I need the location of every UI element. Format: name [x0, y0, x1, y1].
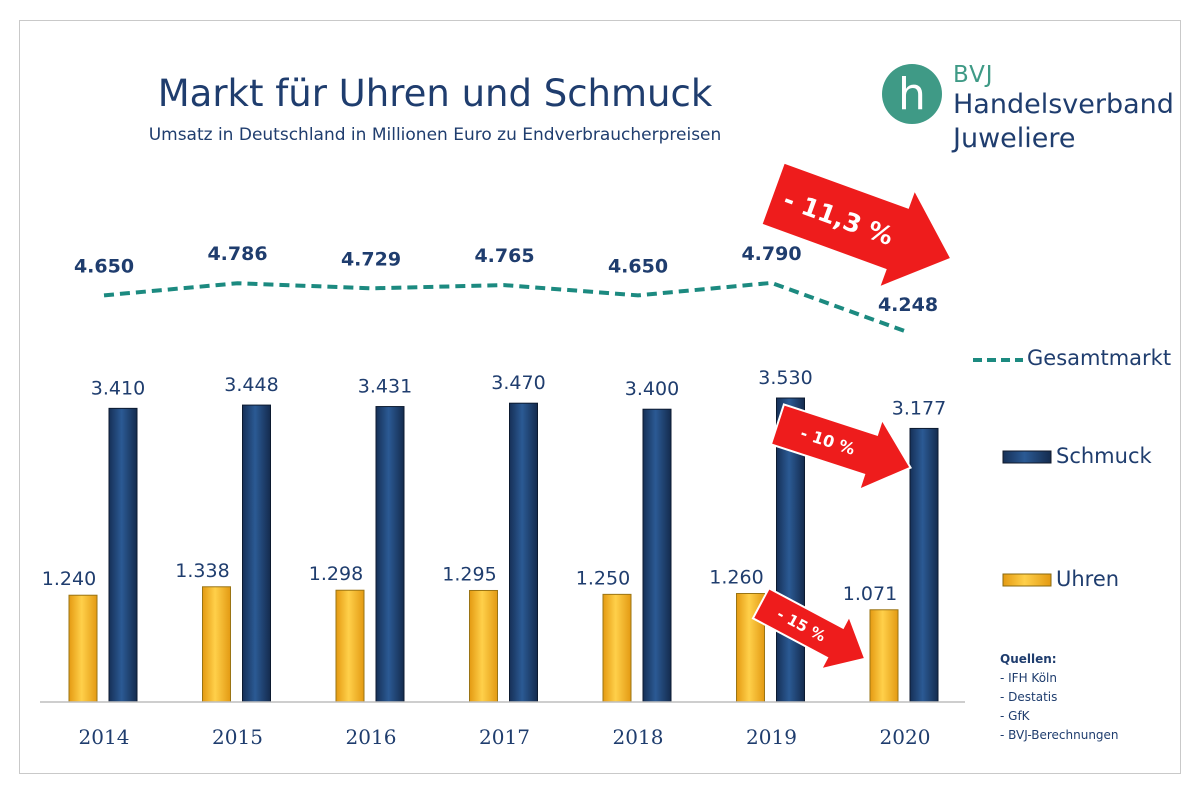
bvj-logo-text: BVJ Handelsverband Juweliere [953, 62, 1174, 156]
label-gesamt-2019: 4.790 [741, 243, 801, 265]
x-tick-2019: 2019 [746, 725, 797, 749]
label-gesamt-2020: 4.248 [878, 294, 938, 316]
legend-uhren-swatch [1002, 573, 1052, 587]
chart-subtitle: Umsatz in Deutschland in Millionen Euro … [148, 125, 722, 145]
bar-uhren-2016 [335, 589, 365, 703]
label-gesamt-2017: 4.765 [474, 245, 534, 267]
logo-letter: h [898, 69, 926, 120]
label-uhren-2017: 1.295 [442, 563, 496, 585]
callout-uhren-arrow-shape [751, 586, 867, 671]
label-schmuck-2020: 3.177 [892, 397, 946, 419]
label-schmuck-2019: 3.530 [758, 367, 812, 389]
bar-schmuck-2016 [375, 406, 405, 703]
callout-gesamt-arrow: - 11,3 % [760, 161, 953, 290]
logo-line-handelsverband: Handelsverband [953, 89, 1174, 120]
bar-uhren-2017 [469, 589, 498, 703]
source-item: - GfK [1000, 709, 1030, 723]
sources-list: Quellen: - IFH Köln - Destatis - GfK - B… [1000, 650, 1119, 745]
logo-abbr: BVJ [953, 62, 994, 88]
label-gesamt-2016: 4.729 [341, 248, 401, 270]
bar-uhren-2014 [68, 594, 98, 703]
bar-schmuck-2014 [108, 407, 138, 703]
bar-uhren-2018 [602, 593, 632, 703]
callout-schmuck-arrow-shape [769, 403, 913, 492]
label-schmuck-2018: 3.400 [625, 378, 679, 400]
logo-line-juweliere: Juweliere [953, 123, 1076, 154]
bar-schmuck-2015 [242, 404, 271, 703]
bar-uhren-2015 [202, 586, 231, 703]
label-schmuck-2014: 3.410 [91, 377, 145, 399]
legend-schmuck-swatch [1002, 450, 1052, 464]
legend-uhren-label: Uhren [1056, 567, 1120, 591]
label-gesamt-2018: 4.650 [608, 255, 668, 277]
label-uhren-2016: 1.298 [309, 563, 363, 585]
bar-uhren-2020 [869, 609, 899, 703]
label-uhren-2019: 1.260 [709, 567, 763, 589]
x-tick-2015: 2015 [212, 725, 263, 749]
label-schmuck-2015: 3.448 [224, 374, 278, 396]
x-tick-2017: 2017 [479, 725, 530, 749]
x-tick-2018: 2018 [613, 725, 664, 749]
x-tick-2020: 2020 [880, 725, 931, 749]
logo-circle [882, 64, 942, 124]
label-gesamt-2015: 4.786 [207, 243, 267, 265]
label-uhren-2020: 1.071 [843, 583, 897, 605]
callout-schmuck-arrow: - 10 % [769, 403, 913, 492]
sources-heading: Quellen: [1000, 652, 1057, 666]
chart-title: Markt für Uhren und Schmuck [157, 72, 713, 115]
bar-schmuck-2018 [642, 408, 672, 703]
bar-schmuck-2017 [509, 402, 538, 703]
bar-schmuck-2020 [909, 427, 939, 703]
label-gesamt-2014: 4.650 [74, 255, 134, 277]
x-tick-2014: 2014 [79, 725, 130, 749]
label-uhren-2015: 1.338 [175, 560, 229, 582]
label-schmuck-2016: 3.431 [358, 376, 412, 398]
label-uhren-2014: 1.240 [42, 568, 96, 590]
bvj-logo-mark: h [882, 64, 942, 124]
x-tick-2016: 2016 [346, 725, 397, 749]
source-item: - BVJ-Berechnungen [1000, 728, 1119, 742]
legend-schmuck-label: Schmuck [1056, 444, 1152, 468]
label-uhren-2018: 1.250 [576, 567, 630, 589]
label-schmuck-2017: 3.470 [491, 372, 545, 394]
line-gesamtmarkt [103, 280, 906, 334]
source-item: - IFH Köln [1000, 671, 1057, 685]
source-item: - Destatis [1000, 690, 1058, 704]
legend-gesamt-label: Gesamtmarkt [1027, 346, 1172, 370]
callout-gesamt-arrow-shape [760, 161, 953, 290]
